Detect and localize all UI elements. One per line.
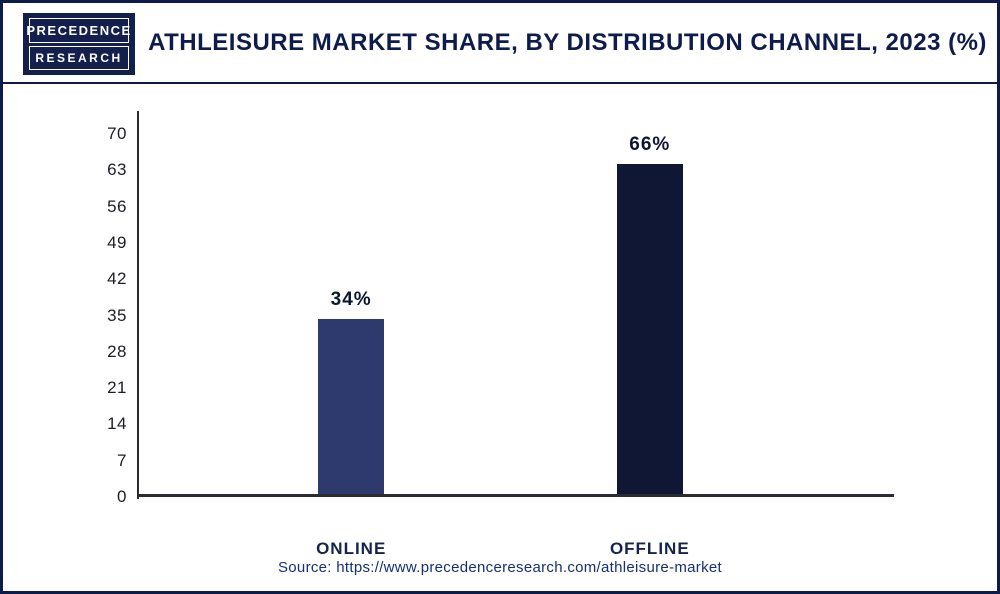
y-tick-label: 14 xyxy=(107,414,127,434)
y-tick-label: 70 xyxy=(107,124,127,143)
bar-group-offline: 66% xyxy=(616,134,683,494)
bar-offline xyxy=(616,164,683,494)
y-tick-label: 56 xyxy=(107,196,127,216)
logo-text-precedence: PRECEDENCE xyxy=(26,18,130,43)
source-citation[interactable]: Source: https://www.precedenceresearch.c… xyxy=(277,559,723,576)
chart-title: ATHLEISURE MARKET SHARE, BY DISTRIBUTION… xyxy=(148,28,987,56)
precedence-research-logo: PRECEDENCE RESEARCH xyxy=(23,13,135,75)
x-axis-label-offline: OFFLINE xyxy=(609,539,690,558)
plot-area: 34% 66% xyxy=(138,134,894,497)
y-tick-label: 35 xyxy=(107,305,127,325)
y-tick-label: 21 xyxy=(107,378,127,398)
bar-online xyxy=(318,319,385,494)
y-tick-label: 0 xyxy=(117,487,127,506)
y-tick-label: 28 xyxy=(107,341,127,361)
y-axis-ticks: 0 7 14 21 28 35 42 49 56 63 70 xyxy=(61,124,127,506)
x-axis-label-online: ONLINE xyxy=(316,539,387,558)
bar-group-online: 34% xyxy=(318,134,385,494)
y-tick-label: 63 xyxy=(107,160,127,180)
y-tick-label: 49 xyxy=(107,232,127,252)
bar-value-label-online: 34% xyxy=(330,289,372,311)
bar-value-label-offline: 66% xyxy=(629,134,671,155)
x-axis-labels: ONLINE OFFLINE xyxy=(138,497,894,567)
y-tick-label: 42 xyxy=(107,269,127,289)
logo-text-research: RESEARCH xyxy=(29,45,129,70)
y-axis-line xyxy=(137,111,139,499)
header: PRECEDENCE RESEARCH ATHLEISURE MARKET SH… xyxy=(3,3,997,84)
y-tick-label: 7 xyxy=(117,450,127,470)
